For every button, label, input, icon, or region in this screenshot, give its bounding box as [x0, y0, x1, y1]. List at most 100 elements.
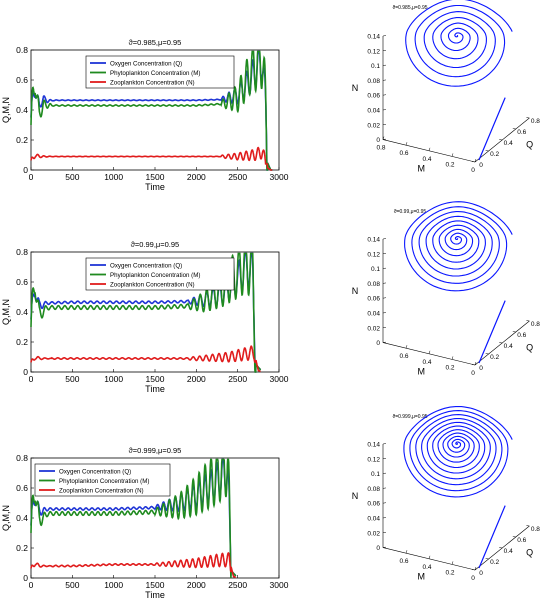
n-tick — [382, 341, 387, 343]
q-tick — [512, 331, 516, 333]
n-tick — [382, 517, 387, 519]
x-tick-label: 1500 — [146, 172, 165, 182]
x-tick-label: 2500 — [228, 172, 247, 182]
m-tick-label: 0.4 — [422, 359, 431, 366]
n-tick-label: 0.04 — [367, 516, 380, 523]
n-tick-label: 0.12 — [367, 48, 380, 55]
q-tick-label: 0.4 — [504, 343, 513, 350]
q-tick — [526, 525, 530, 527]
n-tick-label: 0.08 — [367, 486, 380, 493]
y-tick-label: 0.8 — [16, 247, 28, 257]
series-line-phyto — [30, 458, 237, 579]
timeseries-chart-3: ϑ=0.999,μ=0.95 0 500 1000 1500 2000 2500 3000 0 0… — [1, 446, 289, 600]
q-tick-label: 0 — [479, 365, 483, 372]
y-tick-label: 0.4 — [16, 307, 28, 317]
n-tick — [382, 253, 387, 255]
legend-label-zoo: Zooplankton Concentration (N) — [110, 282, 195, 289]
x-tick-label: 1000 — [104, 374, 123, 384]
q-tick — [485, 353, 489, 355]
n-tick-label: 0.14 — [367, 237, 380, 244]
n-tick — [382, 50, 387, 52]
q-tick-label: 0.4 — [504, 140, 513, 147]
q-axis-label: Q — [526, 139, 533, 149]
phase-trajectory-tail — [478, 300, 506, 364]
n-tick-label: 0.12 — [367, 251, 380, 258]
q-tick — [499, 342, 503, 344]
phase-trajectory — [403, 405, 513, 498]
n-tick-label: 0.1 — [371, 471, 380, 478]
n-tick — [382, 532, 387, 534]
y-tick-label: 0.4 — [16, 513, 28, 523]
x-tick-label: 3000 — [270, 172, 289, 182]
m-tick-label: 0.6 — [399, 150, 408, 157]
n-tick-label: 0.02 — [367, 122, 380, 129]
n-tick — [382, 546, 387, 548]
y-tick-label: 0.8 — [16, 45, 28, 55]
n-tick-label: 0.04 — [367, 311, 380, 318]
q-tick-label: 0.6 — [517, 537, 526, 544]
series-line-phyto — [30, 252, 262, 373]
phase-trajectory-tail — [478, 97, 506, 161]
n-tick — [382, 502, 387, 504]
y-axis-label: Q,M,N — [1, 299, 11, 325]
x-tick-label: 500 — [65, 172, 79, 182]
n-tick — [382, 458, 387, 460]
x-tick-label: 1500 — [146, 374, 165, 384]
x-tick-label: 1000 — [104, 580, 123, 590]
q-tick-label: 0.6 — [517, 129, 526, 136]
m-tick — [451, 356, 454, 360]
m-tick — [428, 350, 431, 354]
phase-trajectory — [404, 201, 513, 292]
m-axis-label: M — [418, 163, 426, 173]
m-tick-label: 0.2 — [445, 364, 454, 371]
y-tick-label: 0 — [23, 367, 28, 377]
q-tick-label: 0 — [479, 162, 483, 169]
n-tick — [382, 238, 387, 240]
q-tick — [512, 128, 516, 130]
m-tick — [474, 361, 477, 366]
q-tick — [471, 161, 476, 163]
n-tick — [382, 94, 387, 96]
q-tick-label: 0.8 — [531, 526, 540, 533]
q-tick — [526, 117, 530, 119]
n-tick-label: 0 — [376, 137, 380, 144]
n-tick-label: 0.08 — [367, 78, 380, 85]
x-tick-label: 1500 — [146, 580, 165, 590]
m-tick — [405, 345, 408, 349]
n-tick-label: 0.02 — [367, 325, 380, 332]
m-tick — [405, 550, 408, 554]
q-tick-label: 0.2 — [490, 559, 499, 566]
x-tick-label: 0 — [29, 374, 34, 384]
q-tick — [512, 536, 516, 538]
q-tick-label: 0.8 — [531, 118, 540, 125]
series-line-phyto — [30, 50, 273, 171]
y-tick-label: 0 — [23, 573, 28, 583]
legend-box — [85, 257, 235, 291]
y-tick-label: 0.2 — [16, 543, 28, 553]
q-tick — [471, 569, 476, 571]
phase-trajectory — [405, 0, 513, 87]
phase-title: ϑ=0.985,μ=0.95 — [392, 5, 427, 11]
legend-label-zoo: Zooplankton Concentration (N) — [110, 80, 195, 87]
q-tick-label: 0.2 — [490, 354, 499, 361]
x-tick-label: 3000 — [270, 374, 289, 384]
x-tick-label: 2500 — [228, 580, 247, 590]
q-tick-label: 0.8 — [531, 321, 540, 328]
chart-title: ϑ=0.99,μ=0.95 — [131, 240, 179, 249]
m-tick — [405, 142, 408, 146]
n-tick-label: 0.08 — [367, 281, 380, 288]
n-tick — [382, 138, 387, 140]
n-tick-label: 0.06 — [367, 296, 380, 303]
x-tick-label: 0 — [29, 580, 34, 590]
legend: Oxygen Concentration (Q) Phytoplankton Co… — [85, 55, 235, 89]
x-tick-label: 0 — [29, 172, 34, 182]
m-tick — [428, 555, 431, 559]
n-tick — [382, 282, 387, 284]
legend-label-phyto: Phytoplankton Concentration (M) — [59, 478, 149, 485]
n-tick — [382, 297, 387, 299]
y-tick-label: 0.2 — [16, 135, 28, 145]
q-axis-label: Q — [526, 342, 533, 352]
m-tick — [474, 158, 477, 163]
m-tick — [428, 147, 431, 151]
n-tick — [382, 312, 387, 314]
